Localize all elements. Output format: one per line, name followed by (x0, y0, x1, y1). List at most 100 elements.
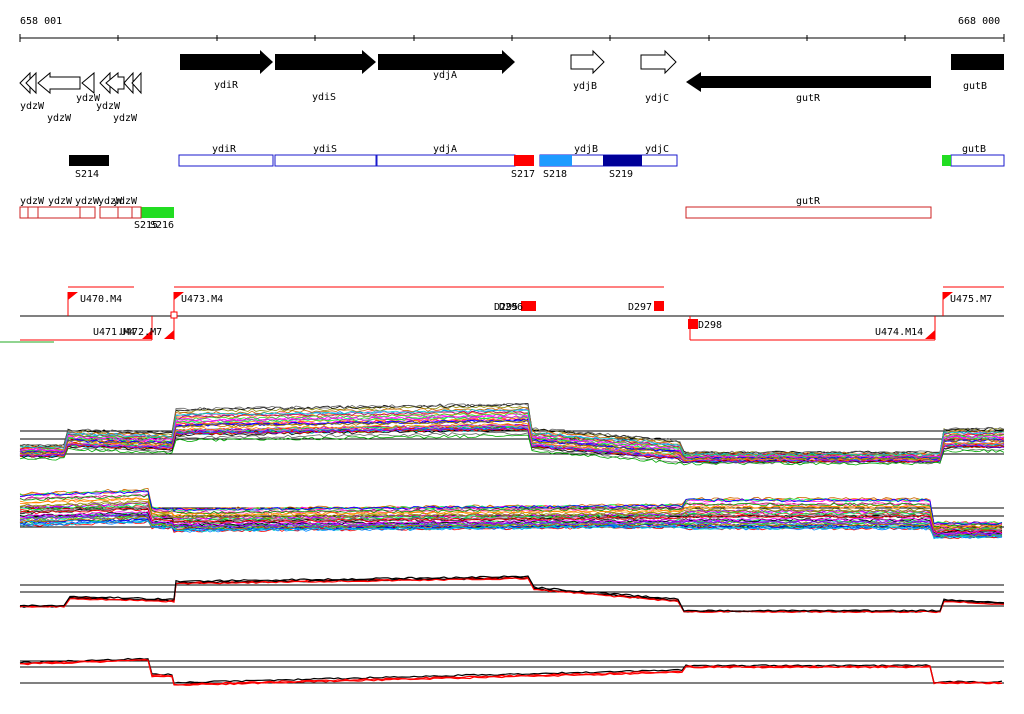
transcript-label-ydzw-5: ydzW (113, 196, 138, 207)
segment-s218[interactable] (540, 155, 572, 166)
segment-label-s216: S216 (150, 220, 174, 231)
gene-label-ydjc: ydjC (645, 93, 669, 104)
upshift-label-u474: U474.M14 (875, 327, 923, 338)
upshift-label-u472: U472.M7 (120, 327, 162, 338)
transcript-label-ydzw-2: ydzW (48, 196, 73, 207)
downshift-marker-d297[interactable] (654, 301, 664, 311)
segment-s217[interactable] (514, 155, 534, 166)
gene-arrow-gutb[interactable] (951, 54, 1004, 70)
expression-trace (19, 659, 1003, 686)
expression-trace (19, 500, 1002, 531)
shift-track (0, 286, 1004, 343)
transcript-label-ydzw-4: ydzW (98, 196, 123, 207)
expression-trace (19, 431, 1005, 465)
transcript-label-ydir: ydiR (212, 144, 237, 155)
transcript-label-ydis: ydiS (313, 144, 337, 155)
gene-label-gutr: gutR (796, 93, 821, 104)
gene-label-ydzw-1: ydzW (20, 101, 45, 112)
expression-trace (19, 412, 1005, 458)
summary-panel-minus-strand (19, 657, 1004, 686)
gene-arrow-ydis[interactable] (275, 50, 376, 74)
segment-label-s214: S214 (75, 169, 99, 180)
gene-label-ydzw-3: ydzW (76, 93, 101, 104)
expression-trace (19, 408, 1005, 457)
transcript-label-ydzw-1: ydzW (20, 196, 45, 207)
gene-arrow-ydjc[interactable] (640, 49, 677, 75)
expression-trace (19, 422, 1005, 462)
expression-trace (19, 513, 1003, 537)
summary-lines-plus (19, 575, 1005, 614)
gene-label-ydzw-4: ydzW (96, 101, 121, 112)
expression-panel-plus-strand (19, 402, 1005, 466)
downshift-label-d297: D297 (628, 302, 652, 313)
segment-label-s215: S215 (134, 220, 158, 231)
coord-end: 668 000 (958, 16, 1000, 27)
segment-s215-s216[interactable] (141, 207, 174, 218)
gene-label-gutb: gutB (963, 81, 987, 92)
expression-trace (19, 519, 1003, 539)
transcript-label-ydja: ydjA (433, 144, 457, 155)
transcript-label-ydzw-3: ydzW (75, 196, 100, 207)
expression-lines-plus (19, 402, 1005, 466)
expression-trace (19, 434, 1005, 466)
downshift-marker-d295-d296[interactable] (521, 301, 536, 311)
segment-label-s217: S217 (511, 169, 535, 180)
transcript-plus-ydja[interactable] (376, 154, 516, 167)
upshift-flag-u475[interactable] (943, 292, 953, 300)
summary-panel-plus-strand (19, 575, 1005, 614)
gene-label-ydis: ydiS (312, 92, 336, 103)
gene-label-ydzw-5: ydzW (113, 113, 138, 124)
transcript-label-gutr: gutR (796, 196, 821, 207)
upshift-flag-u471[interactable] (142, 330, 152, 339)
transcript-label-ydjc: ydjC (645, 144, 669, 155)
expression-trace (19, 576, 1005, 613)
upshift-label-u471: U471.M4 (93, 327, 135, 338)
segment-s214[interactable] (69, 155, 109, 166)
expression-trace (20, 658, 1003, 686)
gene-label-ydjb: ydjB (573, 81, 597, 92)
transcript-plus-ydir[interactable] (178, 154, 274, 167)
expression-trace (19, 403, 1005, 455)
segment-green-gutb[interactable] (942, 155, 951, 166)
expression-trace (19, 510, 1003, 535)
expression-trace (19, 490, 1003, 525)
expression-trace (19, 419, 1005, 461)
upshift-label-u473: U473.M4 (181, 294, 223, 305)
expression-trace (19, 657, 1003, 684)
upshift-flag-u470[interactable] (68, 292, 78, 300)
expression-trace (19, 493, 1003, 527)
transcript-label-gutb: gutB (962, 144, 986, 155)
upshift-flag-u474[interactable] (925, 330, 935, 339)
upshift-flag-u472[interactable] (164, 330, 174, 339)
expression-lines-minus (19, 487, 1003, 540)
gene-arrow-gutr[interactable] (686, 72, 931, 92)
expression-trace (19, 497, 1003, 529)
expression-trace (19, 411, 1005, 458)
downshift-label-d295: D295 (494, 302, 518, 313)
transcript-minus-gutr[interactable] (685, 206, 932, 219)
upshift-label-u475: U475.M7 (950, 294, 992, 305)
downshift-marker-d298[interactable] (688, 319, 698, 329)
expression-trace (19, 406, 1005, 456)
gene-label-ydir: ydiR (214, 80, 239, 91)
downshift-label-d296: D296 (499, 302, 523, 313)
transcript-label-ydjb: ydjB (574, 144, 598, 155)
segment-s219[interactable] (603, 155, 642, 166)
expression-trace (19, 575, 1005, 613)
gene-label-ydja: ydjA (433, 70, 457, 81)
upshift-flag-u473[interactable] (174, 292, 184, 300)
expression-trace (19, 577, 1005, 614)
transcript-plus-gutb[interactable] (950, 154, 1005, 167)
gene-arrow-ydja[interactable] (378, 50, 515, 74)
expression-trace (19, 493, 1003, 527)
ydzw-gene-cluster[interactable] (19, 71, 142, 95)
transcript-minus-ydzw-boxes[interactable] (19, 206, 142, 219)
gene-arrow-ydir[interactable] (180, 50, 273, 74)
gene-arrow-ydjb[interactable] (570, 49, 605, 75)
expression-trace (19, 426, 1005, 463)
expression-trace (19, 520, 1003, 539)
gene-label-ydzw-2: ydzW (47, 113, 72, 124)
transcript-plus-ydis[interactable] (274, 154, 377, 167)
ruler (19, 34, 1005, 42)
summary-lines-minus (19, 657, 1003, 686)
